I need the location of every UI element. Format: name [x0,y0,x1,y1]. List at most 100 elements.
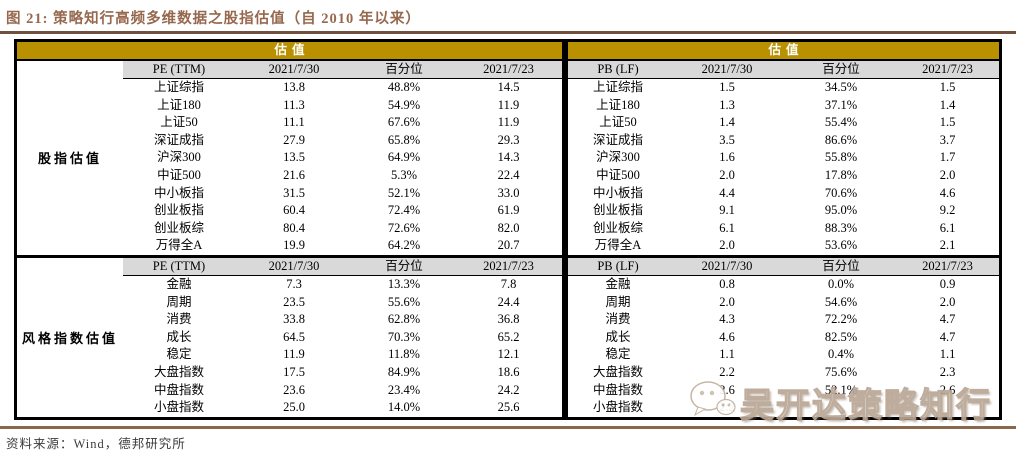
table-row: 消费 4.3 72.2% 4.7 [568,311,999,329]
value-cell: 84.9% [387,364,421,379]
value-cell [896,399,999,417]
value-cell: 33.0 [497,185,520,200]
value-cell: 27.9 [283,132,305,147]
value-cell: 75.6% [824,364,858,379]
value-cell: 11.3 [283,97,305,112]
row-label: 中证500 [157,167,201,182]
footer-divider [0,426,1016,429]
table-row: 创业板指 60.4 72.4% 61.9 [123,202,562,220]
section-content: PB (LF) 2021/7/30 百分位 2021/7/23 金融 0.8 0.0% 0.… [568,257,999,417]
value-cell: 2.6 [939,382,956,397]
rows: 金融 7.3 13.3% 7.8 周期 23.5 55.6% 24.4 消费 33.8 62.8% 3… [123,276,562,417]
value-cell: 48.8% [387,80,421,94]
value-cell: 13.3% [387,276,421,291]
table-row: 中盘指数 23.6 23.4% 24.2 [123,382,562,400]
value-cell: 0.8 [719,276,735,291]
value-cell: 33.8 [283,312,305,327]
style-valuation-section: PB (LF) 2021/7/30 百分位 2021/7/23 金融 0.8 0.0% 0.… [568,257,999,417]
value-cell: 86.6% [824,132,858,147]
value-cell: 55.4% [824,115,858,130]
page-title: 图 21: 策略知行高频多维数据之股指估值（自 2010 年以来） [6,11,421,27]
value-cell: 13.5 [283,150,305,165]
section-label: 股指估值 [17,61,123,255]
row-label: 创业板指 [592,203,643,218]
value-cell: 14.3 [497,150,520,165]
value-cell: 61.9 [497,203,520,218]
table-row: 上证50 11.1 67.6% 11.9 [123,114,562,132]
value-cell: 3.5 [719,132,735,147]
row-label: 创业板综 [153,220,204,235]
row-label: 稳定 [605,347,631,362]
table-row: 小盘指数 2.2 [568,399,999,417]
value-cell: 2.0 [939,167,956,182]
value-cell: 11.1 [283,115,305,130]
value-cell: 64.9% [387,150,421,165]
section-content: PE (TTM) 2021/7/30 百分位 2021/7/23 金融 7.3 13.3%… [123,257,562,417]
row-label: 中小板指 [153,185,204,200]
value-cell: 23.6 [283,382,305,397]
source-note: 资料来源：Wind，德邦研究所 [6,437,186,451]
table-row: 中小板指 31.5 52.1% 33.0 [123,185,562,203]
value-cell: 22.4 [497,167,520,182]
section-content: PE (TTM) 2021/7/30 百分位 2021/7/23 上证综指 13.8 48… [123,61,562,255]
valuation-tables: 估值 股指估值 PE (TTM) 2021/7/30 百分位 2021/7/23 上证… [14,39,1002,420]
header-row: PB (LF) 2021/7/30 百分位 2021/7/23 [568,257,999,276]
row-label: 成长 [605,329,631,344]
value-cell: 1.1 [939,347,956,362]
section-content: PB (LF) 2021/7/30 百分位 2021/7/23 上证综指 1.5 34.5… [568,61,999,255]
row-label: 万得全A [594,238,642,253]
value-cell: 64.5 [283,329,305,344]
table-row: 上证综指 1.5 34.5% 1.5 [568,79,999,97]
row-label: 稳定 [166,347,192,362]
row-label: 中证500 [596,167,640,182]
table-row: 中小板指 4.4 70.6% 4.6 [568,185,999,203]
row-label: 周期 [166,294,192,309]
table-row: 创业板综 6.1 88.3% 6.1 [568,220,999,238]
value-cell: 9.1 [719,203,735,218]
header-cell: 2021/7/30 [268,62,320,76]
value-cell: 55.6% [387,294,421,309]
table-row: 稳定 11.9 11.8% 12.1 [123,346,562,364]
value-cell: 4.7 [939,312,956,327]
table-row: 沪深300 1.6 55.8% 1.7 [568,149,999,167]
value-cell: 21.6 [283,167,305,182]
table-row: 上证综指 13.8 48.8% 14.5 [123,79,562,97]
value-cell: 88.3% [824,220,858,235]
row-label: 上证综指 [592,80,643,94]
row-label: 沪深300 [157,150,201,165]
value-cell: 4.4 [719,185,735,200]
value-cell: 72.2% [824,312,858,327]
value-cell: 6.1 [719,220,735,235]
value-cell: 4.7 [939,329,956,344]
value-cell: 1.7 [939,150,956,165]
value-cell: 2.3 [939,364,956,379]
table-row: 深证成指 27.9 65.8% 29.3 [123,132,562,150]
value-cell: 3.7 [939,132,956,147]
table-row: 沪深300 13.5 64.9% 14.3 [123,149,562,167]
value-cell: 29.3 [497,132,520,147]
value-cell: 1.3 [719,97,735,112]
header-row: PB (LF) 2021/7/30 百分位 2021/7/23 [568,61,999,79]
table-row: 创业板指 9.1 95.0% 9.2 [568,202,999,220]
value-cell: 1.1 [719,347,735,362]
header-cell: PB (LF) [597,62,639,76]
value-cell: 2.0 [719,238,735,253]
value-cell: 1.5 [939,115,956,130]
value-cell: 70.6% [824,185,858,200]
value-cell: 7.3 [286,276,302,291]
table-row: 周期 23.5 55.6% 24.4 [123,294,562,312]
table-row: 大盘指数 17.5 84.9% 18.6 [123,364,562,382]
value-cell: 4.6 [719,329,735,344]
value-cell: 54.6% [824,294,858,309]
table-row: 金融 0.8 0.0% 0.9 [568,276,999,294]
header-cell: 百分位 [822,258,860,273]
value-cell: 1.5 [719,80,735,94]
header-cell: 2021/7/23 [483,62,534,76]
header-cell: 2021/7/23 [922,62,973,76]
value-cell: 0.0% [827,276,855,291]
value-cell: 4.3 [719,312,735,327]
value-cell: 24.2 [497,382,520,397]
value-cell: 25.6 [497,400,520,415]
value-cell: 52.1% [387,185,421,200]
table-row: 上证180 11.3 54.9% 11.9 [123,97,562,115]
